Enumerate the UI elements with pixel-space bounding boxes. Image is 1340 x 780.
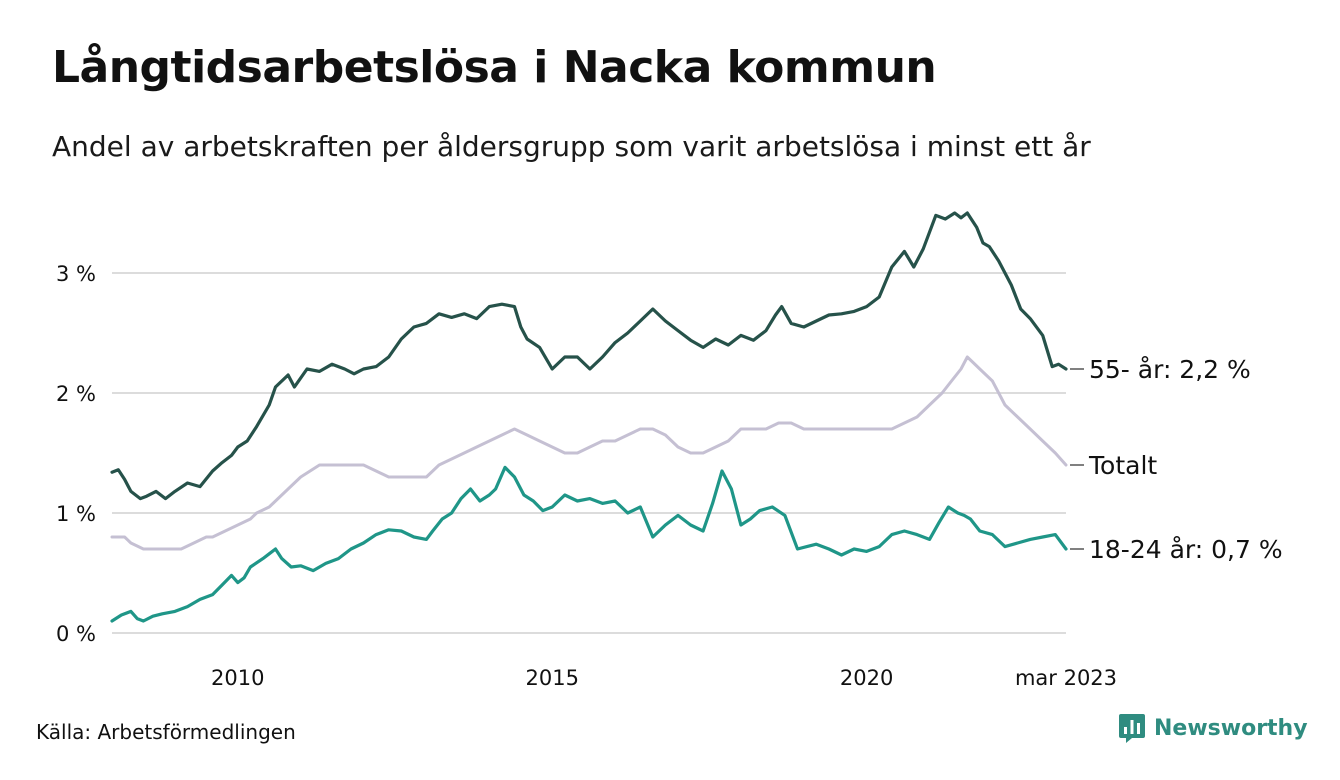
series-line-total — [110, 355, 1068, 551]
series-label-55: 55- år: 2,2 % — [1089, 355, 1251, 384]
newsworthy-logo-icon — [1119, 714, 1145, 743]
series-label-total: Totalt — [1088, 451, 1157, 480]
chart-subtitle: Andel av arbetskraften per åldersgrupp s… — [52, 130, 1091, 163]
x-tick-label: mar 2023 — [1015, 666, 1117, 690]
x-tick-label: 2020 — [840, 666, 893, 690]
series-line-55 — [110, 211, 1068, 501]
series-label-18_24: 18-24 år: 0,7 % — [1089, 535, 1283, 564]
source-note: Källa: Arbetsförmedlingen — [36, 720, 296, 744]
brand-name: Newsworthy — [1154, 715, 1308, 741]
series-line-18_24 — [110, 465, 1068, 623]
y-tick-label: 3 % — [56, 262, 96, 286]
chart-title: Långtidsarbetslösa i Nacka kommun — [52, 42, 937, 93]
x-tick-label: 2015 — [525, 666, 578, 690]
y-tick-label: 0 % — [56, 622, 96, 646]
y-tick-label: 1 % — [56, 502, 96, 526]
brand-logo: Newsworthy — [1118, 712, 1308, 744]
x-tick-label: 2010 — [211, 666, 264, 690]
y-tick-label: 2 % — [56, 382, 96, 406]
